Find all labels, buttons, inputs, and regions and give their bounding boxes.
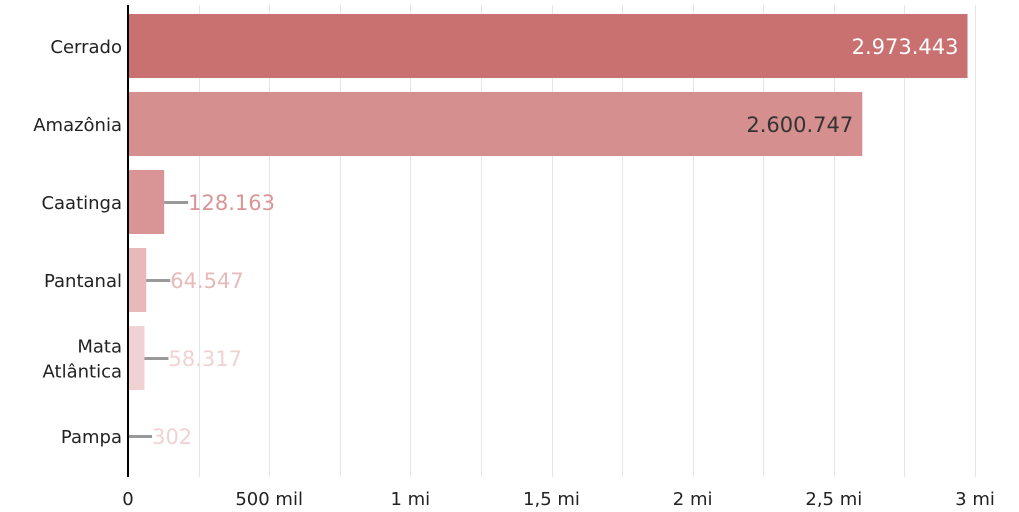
bar [128, 248, 147, 312]
x-tick-label: 1 mi [390, 489, 430, 510]
bar [128, 170, 165, 234]
category-label: Mata Atlântica [43, 337, 122, 383]
category-label: Amazônia [33, 115, 122, 136]
category-label-line: Caatinga [41, 193, 122, 214]
category-label: Pantanal [44, 271, 122, 292]
category-label: Caatinga [41, 193, 122, 214]
x-tick-label: 3 mi [955, 489, 995, 510]
value-label: 2.973.443 [852, 35, 959, 59]
value-label: 58.317 [168, 347, 241, 371]
category-label-line: Amazônia [33, 115, 122, 136]
category-labels: Cerrado Amazônia Caatinga Pantanal Mata Atlân… [33, 37, 122, 448]
category-label-line: Atlântica [43, 362, 122, 383]
grid-lines [199, 5, 976, 477]
value-label: 64.547 [170, 269, 243, 293]
category-label: Cerrado [50, 37, 122, 58]
x-axis-tick-labels: 0 500 mil 1 mi 1,5 mi 2 mi 2,5 mi 3 mi [122, 489, 995, 510]
bar [128, 92, 863, 156]
x-tick-label: 2 mi [673, 489, 713, 510]
bar [128, 326, 145, 390]
category-label-line: Mata [77, 337, 122, 358]
value-label: 128.163 [188, 191, 275, 215]
value-label: 302 [152, 425, 192, 449]
category-label-line: Cerrado [50, 37, 122, 58]
value-labels: 2.973.443 2.600.747 128.163 64.547 58.317 302 [152, 35, 958, 449]
category-label-line: Pampa [61, 427, 122, 448]
x-tick-label: 500 mil [235, 489, 303, 510]
leader-lines [128, 201, 189, 438]
x-tick-label: 2,5 mi [805, 489, 862, 510]
bars [128, 14, 968, 468]
category-label: Pampa [61, 427, 122, 448]
value-label: 2.600.747 [746, 113, 853, 137]
x-tick-label: 0 [122, 489, 133, 510]
x-tick-label: 1,5 mi [523, 489, 580, 510]
bar [128, 14, 968, 78]
category-label-line: Pantanal [44, 271, 122, 292]
